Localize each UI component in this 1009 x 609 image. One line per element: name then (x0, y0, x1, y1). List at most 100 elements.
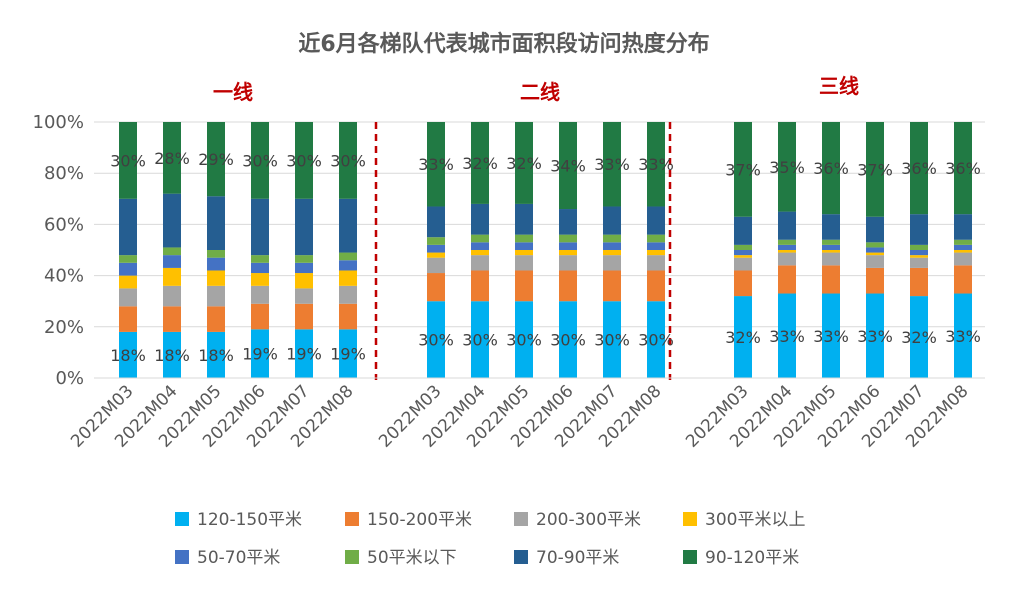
bar-segment (295, 303, 313, 330)
data-label: 32% (901, 328, 937, 347)
data-label: 35% (769, 158, 805, 177)
bar-segment (822, 265, 840, 294)
bar-segment (339, 122, 357, 199)
bar-segment (339, 260, 357, 271)
bar-segment (954, 293, 972, 378)
bar-segment (954, 265, 972, 294)
bar-segment (559, 234, 577, 243)
bar-segment (910, 250, 928, 256)
legend-label: 120-150平米 (197, 510, 302, 530)
data-label: 36% (813, 159, 849, 178)
bar-segment (471, 122, 489, 204)
bar-segment (910, 296, 928, 378)
data-label: 30% (418, 331, 454, 350)
y-tick-label: 60% (44, 214, 84, 235)
bar-segment (339, 285, 357, 304)
data-label: 33% (945, 327, 981, 346)
bar-segment (954, 250, 972, 253)
bar-segment (647, 301, 665, 378)
data-label: 33% (418, 155, 454, 174)
group-label: 二线 (520, 80, 560, 104)
bar-segment (119, 255, 137, 263)
bar-segment (647, 242, 665, 250)
bar-segment (471, 234, 489, 243)
bar-segment (163, 306, 181, 332)
bar-segment (295, 198, 313, 256)
data-label: 30% (594, 331, 630, 350)
data-label: 30% (462, 331, 498, 350)
bar-segment (603, 242, 621, 250)
bar-segment (910, 244, 928, 250)
data-label: 30% (330, 151, 366, 170)
bar-segment (427, 273, 445, 302)
bar-segment (734, 255, 752, 258)
bar-segment (295, 262, 313, 274)
bar-segment (427, 252, 445, 258)
bar-segment (515, 270, 533, 302)
bar-segment (207, 331, 225, 378)
group-label: 一线 (213, 80, 253, 104)
data-label: 32% (462, 154, 498, 173)
legend-item: 70-90平米 (514, 548, 619, 568)
bar-segment (295, 288, 313, 304)
bar-segment (515, 255, 533, 271)
bar-segment (734, 270, 752, 297)
legend-label: 200-300平米 (536, 510, 641, 530)
bar-segment (427, 244, 445, 253)
bar-segment (559, 255, 577, 271)
bar-segment (559, 122, 577, 210)
bar-segment (207, 257, 225, 271)
bar-segment (251, 303, 269, 330)
bar-segment (647, 270, 665, 302)
bar-segment (822, 239, 840, 245)
data-label: 30% (506, 331, 542, 350)
bar-segment (778, 293, 796, 378)
x-axis: 2022M032022M042022M052022M062022M072022M… (67, 377, 985, 452)
bar-segment (119, 262, 137, 276)
bar-segment (559, 250, 577, 256)
bar-segment (295, 122, 313, 199)
data-label: 36% (901, 159, 937, 178)
bar-segment (910, 267, 928, 297)
bar-segment (559, 301, 577, 378)
bar-segment (339, 198, 357, 253)
bar-segment (647, 206, 665, 235)
bar-segment (910, 122, 928, 215)
legend-label: 50平米以下 (367, 548, 457, 568)
bar-segment (163, 193, 181, 248)
bar-segment (866, 242, 884, 248)
legend-swatch (683, 550, 697, 564)
data-label: 29% (198, 150, 234, 169)
bar-segment (163, 247, 181, 256)
bar-segment (866, 293, 884, 378)
bar-segment (251, 122, 269, 199)
y-tick-label: 80% (44, 163, 84, 184)
bar-segment (603, 122, 621, 207)
bar-segment (603, 234, 621, 243)
bar-segment (471, 270, 489, 302)
bar-segment (471, 255, 489, 271)
bar-segment (207, 196, 225, 250)
bar-segment (515, 234, 533, 243)
bar-segment (339, 329, 357, 378)
bar-segment (778, 122, 796, 212)
bar-segment (207, 122, 225, 197)
data-label: 32% (506, 154, 542, 173)
bar-segment (559, 209, 577, 235)
bar-segment (119, 288, 137, 307)
legend-item: 50平米以下 (345, 548, 457, 568)
bar-segment (119, 331, 137, 378)
bar-segment (119, 198, 137, 256)
bar-segment (734, 257, 752, 271)
bar-segment (866, 122, 884, 217)
bar-segment (515, 122, 533, 204)
bar-segment (427, 122, 445, 207)
bar-segment (734, 250, 752, 256)
bar-segment (559, 242, 577, 250)
bar-segment (163, 122, 181, 194)
bar-segment (734, 122, 752, 217)
data-label: 18% (154, 346, 190, 365)
bar-segment (515, 242, 533, 250)
bar-segment (471, 242, 489, 250)
chart-title: 近6月各梯队代表城市面积段访问热度分布 (298, 31, 709, 57)
